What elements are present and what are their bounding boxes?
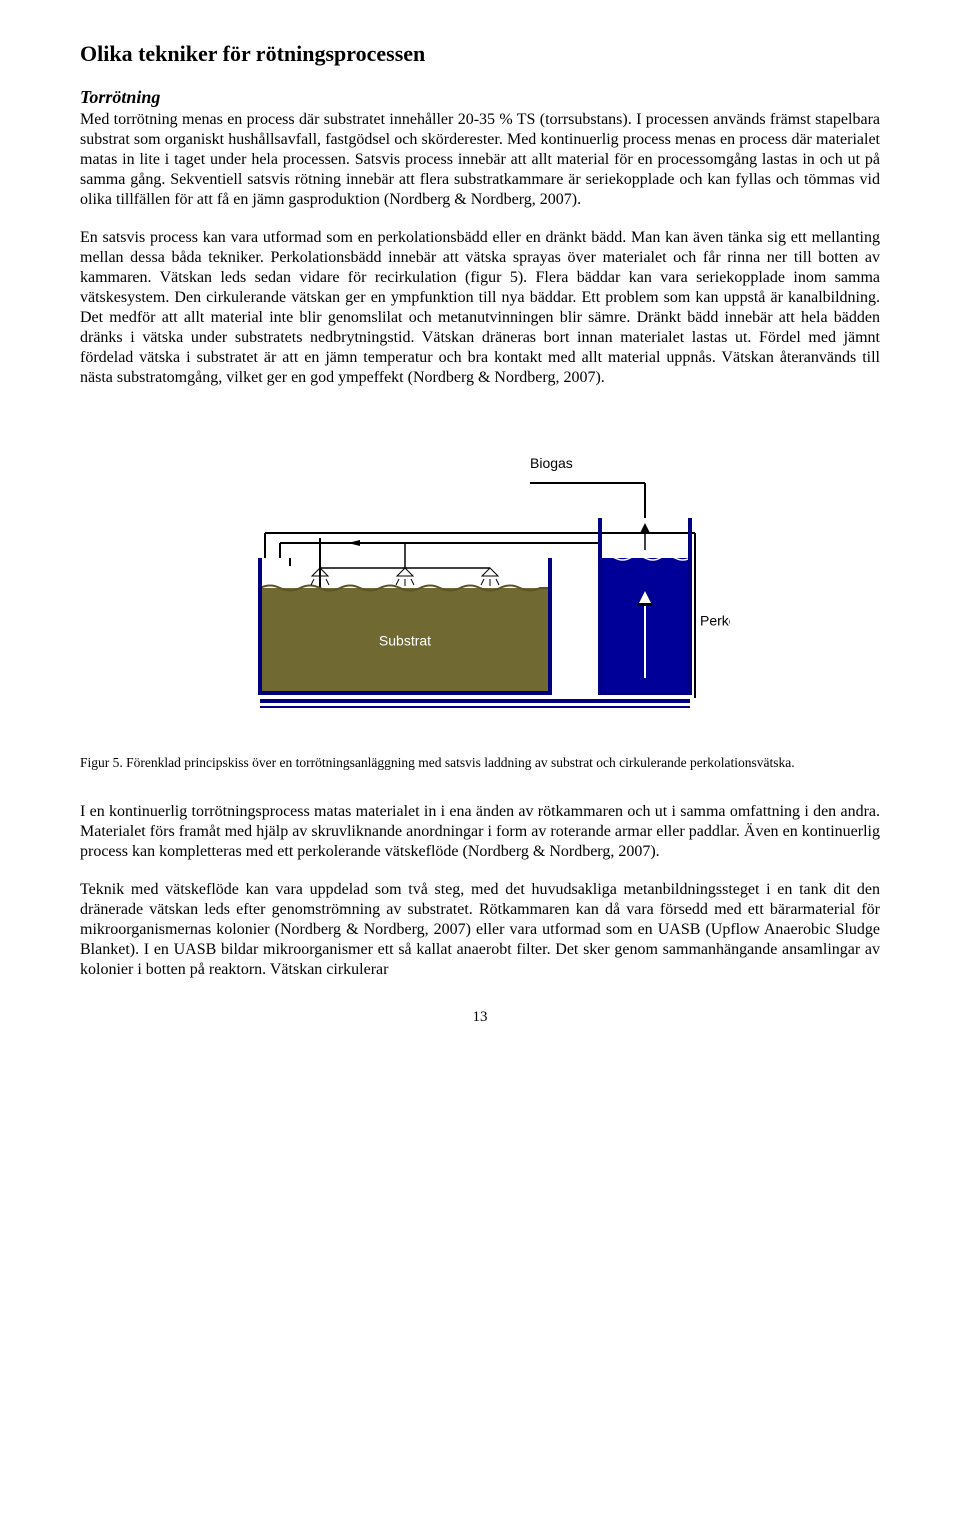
page-number: 13: [80, 1008, 880, 1027]
process-diagram: Biogas Substrat Perkolationsvätska: [230, 428, 730, 728]
paragraph-3: I en kontinuerlig torrötningsprocess mat…: [80, 802, 880, 862]
svg-text:Biogas: Biogas: [530, 455, 573, 471]
section-subtitle: Torrötning: [80, 86, 880, 109]
paragraph-4: Teknik med vätskeflöde kan vara uppdelad…: [80, 880, 880, 980]
diagram-container: Biogas Substrat Perkolationsvätska: [230, 428, 730, 734]
page-title: Olika tekniker för rötningsprocessen: [80, 40, 880, 68]
paragraph-1: Med torrötning menas en process där subs…: [80, 110, 880, 210]
svg-text:Perkolationsvätska: Perkolationsvätska: [700, 613, 730, 629]
paragraph-2: En satsvis process kan vara utformad som…: [80, 228, 880, 388]
figure-caption: Figur 5. Förenklad principskiss över en …: [80, 754, 880, 772]
svg-text:Substrat: Substrat: [379, 633, 431, 649]
